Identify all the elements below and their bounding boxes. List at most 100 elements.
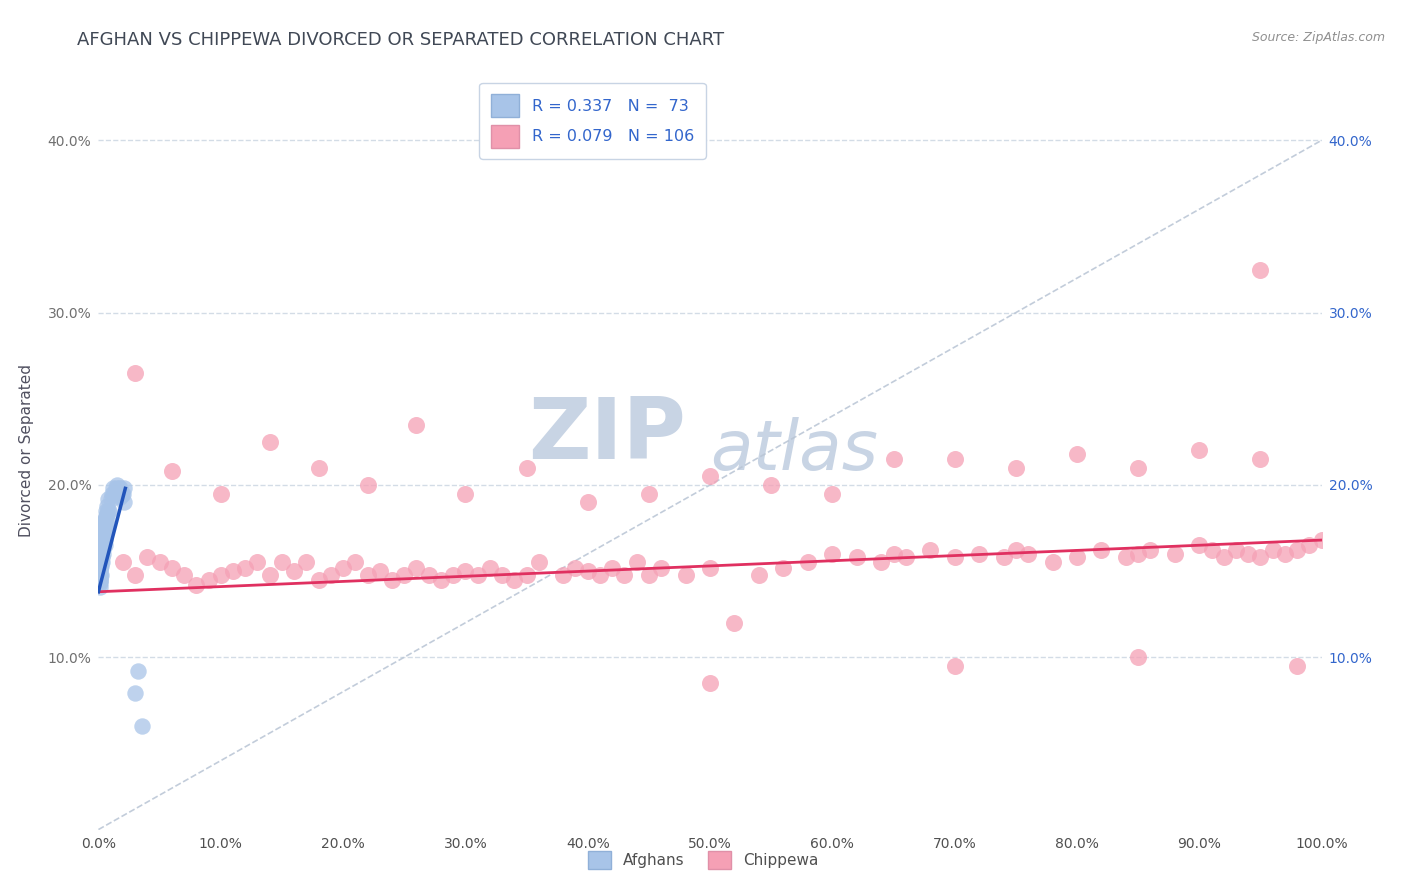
Text: AFGHAN VS CHIPPEWA DIVORCED OR SEPARATED CORRELATION CHART: AFGHAN VS CHIPPEWA DIVORCED OR SEPARATED… <box>77 31 724 49</box>
Point <box>1090 543 1112 558</box>
Point <box>91 541 114 556</box>
Point <box>613 567 636 582</box>
Point <box>1139 543 1161 558</box>
Point <box>405 417 427 432</box>
Point <box>89 550 111 565</box>
Point <box>637 567 661 582</box>
Point <box>222 564 245 578</box>
Legend: R = 0.337   N =  73, R = 0.079   N = 106: R = 0.337 N = 73, R = 0.079 N = 106 <box>479 83 706 159</box>
Point <box>91 543 114 558</box>
Point <box>93 538 115 552</box>
Point <box>553 567 575 582</box>
Point <box>454 564 477 578</box>
Point <box>91 547 114 561</box>
Point <box>90 538 112 552</box>
Point <box>478 560 501 574</box>
Point <box>637 486 661 500</box>
Point <box>1310 533 1333 547</box>
Point <box>124 567 146 582</box>
Point <box>100 491 122 506</box>
Point <box>112 495 135 509</box>
Point <box>111 556 134 570</box>
Point <box>441 567 464 582</box>
Point <box>1274 547 1296 561</box>
Point <box>91 530 114 544</box>
Point <box>1298 538 1320 552</box>
Point <box>101 482 124 496</box>
Point <box>91 550 114 565</box>
Point <box>368 564 391 578</box>
Point <box>89 558 111 573</box>
Point <box>209 486 232 500</box>
Point <box>894 550 917 565</box>
Point <box>160 560 183 574</box>
Point <box>246 556 269 570</box>
Point <box>94 508 117 523</box>
Point <box>392 567 416 582</box>
Point <box>1286 658 1309 673</box>
Point <box>1212 550 1234 565</box>
Point <box>96 499 118 513</box>
Point <box>90 558 112 573</box>
Point <box>96 507 118 521</box>
Point <box>91 556 114 570</box>
Point <box>89 573 111 587</box>
Point <box>127 664 149 678</box>
Point <box>124 366 146 380</box>
Point <box>821 486 844 500</box>
Point <box>1261 543 1284 558</box>
Point <box>89 564 111 578</box>
Point <box>821 547 844 561</box>
Point <box>93 521 115 535</box>
Point <box>110 490 132 504</box>
Point <box>405 560 427 574</box>
Point <box>90 543 112 558</box>
Text: Source: ZipAtlas.com: Source: ZipAtlas.com <box>1251 31 1385 45</box>
Point <box>105 478 128 492</box>
Point <box>93 526 115 541</box>
Point <box>96 512 118 526</box>
Point <box>1128 650 1150 665</box>
Point <box>108 482 131 496</box>
Point <box>308 573 330 587</box>
Point <box>418 567 440 582</box>
Text: ZIP: ZIP <box>527 393 686 477</box>
Point <box>89 567 111 582</box>
Point <box>576 564 599 578</box>
Point <box>89 576 111 591</box>
Point <box>90 533 112 547</box>
Point <box>98 504 121 518</box>
Point <box>650 560 672 574</box>
Point <box>515 567 537 582</box>
Point <box>430 573 453 587</box>
Point <box>993 550 1015 565</box>
Point <box>101 486 124 500</box>
Point <box>870 556 893 570</box>
Point <box>197 573 219 587</box>
Point <box>1128 547 1150 561</box>
Point <box>90 547 112 561</box>
Point <box>454 486 477 500</box>
Point <box>308 460 330 475</box>
Point <box>295 556 318 570</box>
Point <box>1225 543 1247 558</box>
Point <box>883 452 905 467</box>
Point <box>91 516 114 530</box>
Point <box>94 504 117 518</box>
Point <box>91 521 114 535</box>
Point <box>90 567 112 582</box>
Point <box>89 571 111 585</box>
Point <box>1164 547 1187 561</box>
Y-axis label: Divorced or Separated: Divorced or Separated <box>18 364 34 537</box>
Point <box>1115 550 1137 565</box>
Point <box>1249 262 1271 277</box>
Point <box>1004 543 1026 558</box>
Point <box>97 491 120 506</box>
Point <box>699 560 721 574</box>
Point <box>675 567 697 582</box>
Point <box>589 567 612 582</box>
Point <box>91 526 114 541</box>
Point <box>883 547 905 561</box>
Point <box>173 567 195 582</box>
Point <box>89 574 111 589</box>
